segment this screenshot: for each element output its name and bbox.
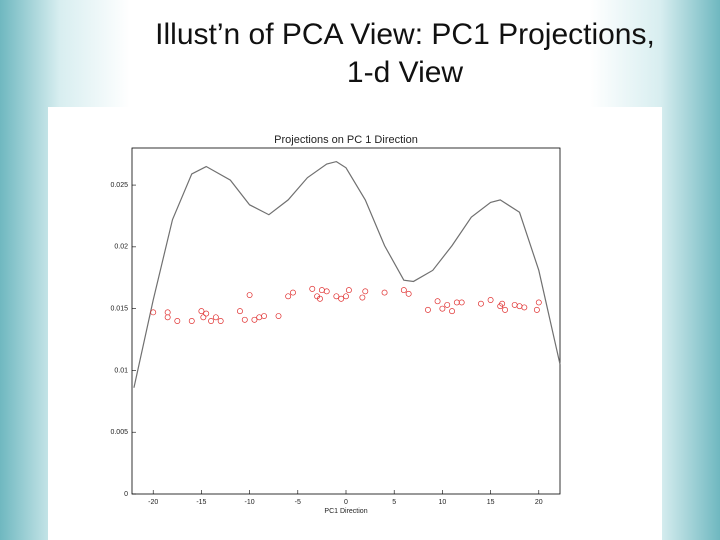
y-tick-label: 0 (124, 491, 128, 498)
data-point (338, 295, 345, 302)
data-point (237, 308, 243, 315)
data-point (212, 314, 219, 321)
data-point (449, 308, 455, 315)
slide-title: Illust’n of PCA View: PC1 Projections, (155, 18, 655, 51)
slide-title: 1-d View (346, 56, 464, 89)
data-point (499, 300, 506, 307)
data-point (400, 287, 407, 294)
data-point (323, 288, 330, 295)
x-tick-label: 20 (535, 499, 543, 506)
x-tick-label: 5 (392, 499, 396, 506)
x-tick-label: 15 (487, 499, 495, 506)
data-point (362, 288, 369, 295)
data-point (535, 299, 542, 306)
data-point (198, 308, 205, 315)
data-point (261, 313, 268, 320)
data-point (150, 309, 157, 316)
data-point (521, 304, 528, 311)
data-point (251, 316, 258, 323)
data-point (487, 297, 494, 303)
data-point (444, 301, 451, 308)
data-point (434, 298, 441, 305)
data-point (174, 318, 181, 324)
x-tick-label: 0 (344, 499, 348, 506)
data-point (343, 293, 349, 300)
x-tick-label: -10 (245, 499, 255, 506)
data-point (241, 316, 248, 323)
data-point (345, 287, 352, 294)
x-tick-label: -15 (196, 499, 206, 506)
data-point (502, 306, 509, 313)
data-point (246, 292, 253, 298)
data-point (359, 294, 366, 301)
data-point (164, 309, 171, 316)
x-tick-label: -20 (148, 499, 158, 506)
x-tick-label: -5 (295, 499, 301, 506)
y-tick-label: 0.025 (110, 182, 128, 189)
data-point (453, 299, 460, 306)
chart-title: Projections on PC 1 Direction (274, 134, 418, 146)
data-point (203, 310, 210, 317)
y-tick-label: 0.005 (110, 429, 128, 436)
data-point (478, 300, 484, 307)
data-point (317, 295, 323, 302)
y-tick-label: 0.02 (114, 244, 128, 251)
chart-background (48, 107, 662, 540)
x-tick-label: 10 (438, 499, 446, 506)
data-point (533, 306, 540, 313)
density-curve (133, 160, 561, 388)
data-point (290, 289, 296, 296)
data-point (200, 314, 207, 321)
data-point (458, 299, 465, 306)
data-point (424, 306, 431, 313)
data-point (217, 318, 224, 324)
data-point (381, 289, 388, 296)
y-tick-label: 0.01 (114, 367, 128, 374)
data-point (285, 293, 292, 300)
data-point (439, 305, 446, 312)
data-point (405, 290, 412, 297)
data-point (275, 313, 282, 320)
y-tick-label: 0.015 (110, 305, 128, 312)
data-point (188, 318, 195, 324)
x-axis-label: PC1 Direction (324, 508, 367, 515)
data-point (208, 318, 214, 324)
data-point (309, 285, 316, 292)
data-point (333, 293, 340, 300)
